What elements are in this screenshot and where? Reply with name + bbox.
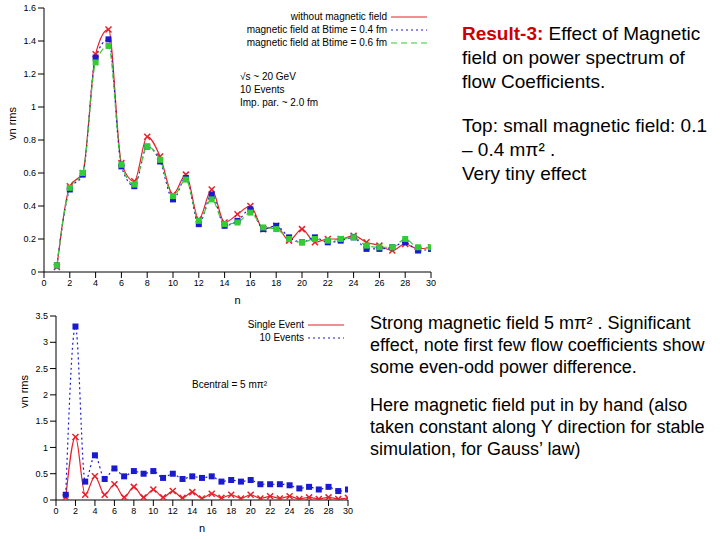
svg-text:0.6: 0.6 xyxy=(23,168,36,178)
svg-text:14: 14 xyxy=(187,506,197,516)
html-text:magnetic field at Btime = 0.6: magnetic field at Btime = 0.6 fm xyxy=(246,37,387,48)
svg-text:n: n xyxy=(234,294,240,306)
html-text:Very tiny effect: Very tiny effect xyxy=(462,163,587,184)
svg-text:0.8: 0.8 xyxy=(23,135,36,145)
svg-text:2: 2 xyxy=(43,390,48,400)
svg-text:22: 22 xyxy=(265,506,275,516)
svg-text:24: 24 xyxy=(349,278,359,288)
svg-text:28: 28 xyxy=(324,506,334,516)
html-text:Strong magnetic field 5 mπ² .: Strong magnetic field 5 mπ² . Significan… xyxy=(370,313,705,377)
svg-text:vn rms: vn rms xyxy=(18,375,30,409)
svg-text:16: 16 xyxy=(207,506,217,516)
svg-text:0: 0 xyxy=(41,278,46,288)
svg-text:22: 22 xyxy=(323,278,333,288)
svg-text:0: 0 xyxy=(31,267,36,277)
html-text:without magnetic field: without magnetic field xyxy=(290,11,387,22)
svg-text:26: 26 xyxy=(304,506,314,516)
svg-text:0.4: 0.4 xyxy=(23,201,36,211)
html-text:√s ~ 20 GeV: √s ~ 20 GeV xyxy=(240,71,296,82)
svg-text:1.6: 1.6 xyxy=(23,3,36,13)
svg-text:1: 1 xyxy=(43,443,48,453)
svg-text:12: 12 xyxy=(168,506,178,516)
svg-text:0.5: 0.5 xyxy=(35,469,48,479)
svg-text:20: 20 xyxy=(246,506,256,516)
svg-text:4: 4 xyxy=(92,506,97,516)
svg-text:10: 10 xyxy=(148,506,158,516)
html-text:Single Event: Single Event xyxy=(247,319,304,330)
svg-text:0: 0 xyxy=(43,495,48,505)
svg-text:vn rms: vn rms xyxy=(8,107,18,141)
svg-text:0: 0 xyxy=(53,506,58,516)
svg-text:1: 1 xyxy=(31,102,36,112)
html-text:10 Events: 10 Events xyxy=(240,84,285,95)
svg-text:0.2: 0.2 xyxy=(23,234,36,244)
svg-text:1.5: 1.5 xyxy=(35,416,48,426)
svg-text:24: 24 xyxy=(285,506,295,516)
svg-text:8: 8 xyxy=(145,278,150,288)
html-text:10 Events: 10 Events xyxy=(259,332,304,343)
svg-text:4: 4 xyxy=(93,278,98,288)
svg-text:2.5: 2.5 xyxy=(35,364,48,374)
svg-text:6: 6 xyxy=(112,506,117,516)
svg-text:8: 8 xyxy=(131,506,136,516)
svg-text:2: 2 xyxy=(67,278,72,288)
svg-text:20: 20 xyxy=(297,278,307,288)
svg-text:28: 28 xyxy=(400,278,410,288)
svg-text:n: n xyxy=(199,522,205,534)
svg-text:6: 6 xyxy=(119,278,124,288)
svg-text:1.4: 1.4 xyxy=(23,36,36,46)
svg-text:18: 18 xyxy=(271,278,281,288)
svg-text:26: 26 xyxy=(374,278,384,288)
svg-text:2: 2 xyxy=(73,506,78,516)
svg-text:30: 30 xyxy=(426,278,436,288)
svg-text:3.5: 3.5 xyxy=(35,311,48,321)
svg-text:3: 3 xyxy=(43,337,48,347)
html-text:magnetic field at Btime = 0.4: magnetic field at Btime = 0.4 fm xyxy=(246,24,387,35)
svg-text:14: 14 xyxy=(220,278,230,288)
svg-text:12: 12 xyxy=(194,278,204,288)
html-text:Bcentral = 5 mπ²: Bcentral = 5 mπ² xyxy=(192,379,267,390)
svg-text:10: 10 xyxy=(168,278,178,288)
svg-text:16: 16 xyxy=(245,278,255,288)
svg-text:30: 30 xyxy=(343,506,353,516)
html-text:Here magnetic field put in by: Here magnetic field put in by hand (also… xyxy=(370,395,705,459)
html-text:Imp. par. ~ 2.0 fm: Imp. par. ~ 2.0 fm xyxy=(240,97,319,108)
html-text:Result-3: Effect of Magnetic f: Result-3: Effect of Magnetic field on po… xyxy=(462,23,701,92)
svg-text:18: 18 xyxy=(226,506,236,516)
html-text:Top: small magnetic field: 0.1: Top: small magnetic field: 0.1 – 0.4 mπ²… xyxy=(462,115,707,160)
svg-text:1.2: 1.2 xyxy=(23,69,36,79)
